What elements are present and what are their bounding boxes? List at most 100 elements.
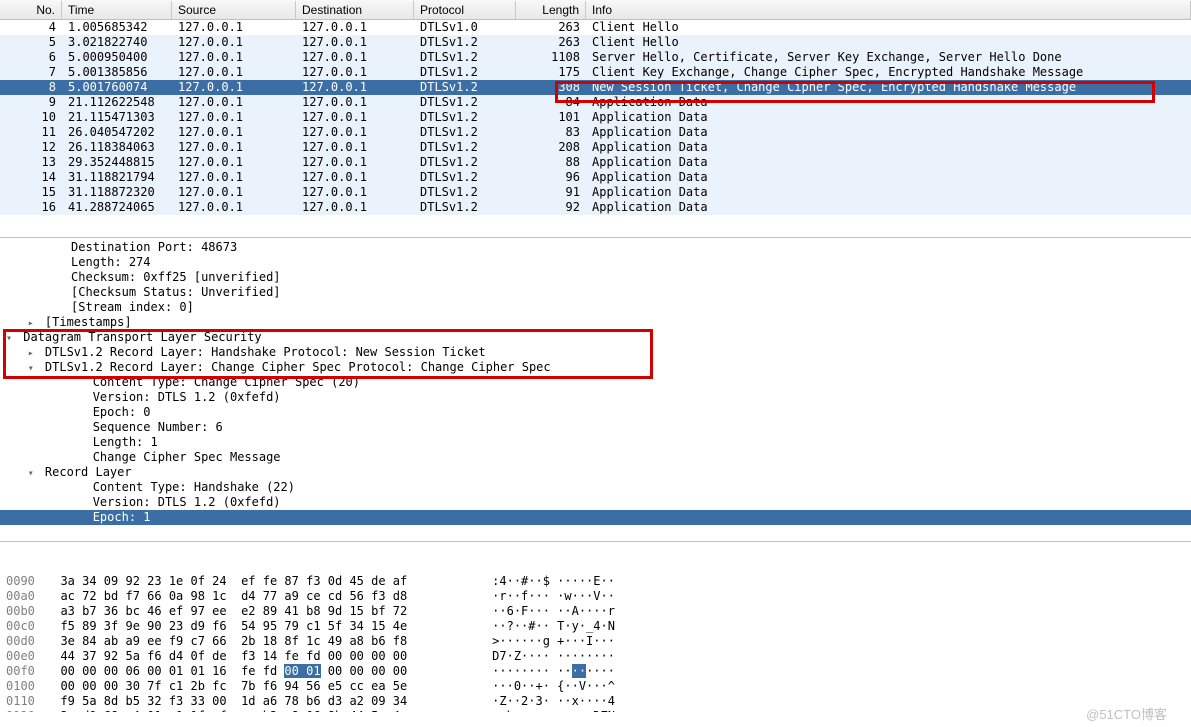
packet-cell: Application Data xyxy=(586,110,1191,125)
expand-closed-icon[interactable] xyxy=(28,315,38,329)
packet-cell: Application Data xyxy=(586,155,1191,170)
hex-line[interactable]: 0100 00 00 00 30 7f c1 2b fc 7b f6 94 56… xyxy=(6,679,1185,694)
detail-tree-line[interactable]: Content Type: Handshake (22) xyxy=(0,480,1191,495)
hex-bytes: ac 72 bd f7 66 0a 98 1c d4 77 a9 ce cd 5… xyxy=(60,589,470,604)
hex-line[interactable]: 00d0 3e 84 ab a9 ee f9 c7 66 2b 18 8f 1c… xyxy=(6,634,1185,649)
packet-cell: 127.0.0.1 xyxy=(172,125,296,140)
col-header-info[interactable]: Info xyxy=(586,1,1191,19)
packet-cell: 41.288724065 xyxy=(62,200,172,215)
detail-tree-line[interactable]: Version: DTLS 1.2 (0xfefd) xyxy=(0,390,1191,405)
packet-row[interactable]: 1126.040547202127.0.0.1127.0.0.1DTLSv1.2… xyxy=(0,125,1191,140)
packet-row[interactable]: 1226.118384063127.0.0.1127.0.0.1DTLSv1.2… xyxy=(0,140,1191,155)
col-header-time[interactable]: Time xyxy=(62,1,172,19)
hex-ascii: >······g +···I··· xyxy=(492,634,615,649)
hex-dump-pane[interactable]: 0090 3a 34 09 92 23 1e 0f 24 ef fe 87 f3… xyxy=(0,542,1191,712)
packet-cell: Client Hello xyxy=(586,20,1191,35)
detail-tree-line[interactable]: DTLSv1.2 Record Layer: Handshake Protoco… xyxy=(0,345,1191,360)
packet-cell: 21.112622548 xyxy=(62,95,172,110)
detail-tree-line[interactable]: Length: 274 xyxy=(0,255,1191,270)
packet-row[interactable]: 75.001385856127.0.0.1127.0.0.1DTLSv1.217… xyxy=(0,65,1191,80)
hex-offset: 00c0 xyxy=(6,619,46,634)
detail-tree-line[interactable]: [Stream index: 0] xyxy=(0,300,1191,315)
expand-open-icon[interactable] xyxy=(6,330,16,344)
hex-line[interactable]: 00c0 f5 89 3f 9e 90 23 d9 f6 54 95 79 c1… xyxy=(6,619,1185,634)
packet-row[interactable]: 41.005685342127.0.0.1127.0.0.1DTLSv1.026… xyxy=(0,20,1191,35)
packet-row[interactable]: 1531.118872320127.0.0.1127.0.0.1DTLSv1.2… xyxy=(0,185,1191,200)
col-header-destination[interactable]: Destination xyxy=(296,1,414,19)
packet-row[interactable]: 921.112622548127.0.0.1127.0.0.1DTLSv1.28… xyxy=(0,95,1191,110)
packet-cell: 10 xyxy=(0,110,62,125)
hex-ascii: ··?··#·· T·y·_4·N xyxy=(492,619,615,634)
detail-tree-line[interactable]: Change Cipher Spec Message xyxy=(0,450,1191,465)
packet-table-header: No. Time Source Destination Protocol Len… xyxy=(0,0,1191,20)
detail-tree-line[interactable]: Sequence Number: 6 xyxy=(0,420,1191,435)
detail-tree-line[interactable]: Checksum: 0xff25 [unverified] xyxy=(0,270,1191,285)
col-header-source[interactable]: Source xyxy=(172,1,296,19)
packet-cell: 31.118821794 xyxy=(62,170,172,185)
hex-line[interactable]: 00a0 ac 72 bd f7 66 0a 98 1c d4 77 a9 ce… xyxy=(6,589,1185,604)
hex-ascii-highlight: ·· xyxy=(572,664,586,678)
hex-bytes: f5 89 3f 9e 90 23 d9 f6 54 95 79 c1 5f 3… xyxy=(60,619,470,634)
packet-cell: 92 xyxy=(516,200,586,215)
detail-tree-line[interactable]: Version: DTLS 1.2 (0xfefd) xyxy=(0,495,1191,510)
hex-line[interactable]: 00b0 a3 b7 36 bc 46 ef 97 ee e2 89 41 b8… xyxy=(6,604,1185,619)
hex-bytes: 44 37 92 5a f6 d4 0f de f3 14 fe fd 00 0… xyxy=(60,649,470,664)
detail-tree-line[interactable]: [Checksum Status: Unverified] xyxy=(0,285,1191,300)
detail-tree-line[interactable]: Content Type: Change Cipher Spec (20) xyxy=(0,375,1191,390)
packet-cell: DTLSv1.2 xyxy=(414,155,516,170)
packet-cell: 127.0.0.1 xyxy=(296,155,414,170)
detail-tree-line[interactable]: Record Layer xyxy=(0,465,1191,480)
packet-row[interactable]: 65.000950400127.0.0.1127.0.0.1DTLSv1.211… xyxy=(0,50,1191,65)
packet-row[interactable]: 1641.288724065127.0.0.1127.0.0.1DTLSv1.2… xyxy=(0,200,1191,215)
packet-cell: 127.0.0.1 xyxy=(296,35,414,50)
packet-cell: 91 xyxy=(516,185,586,200)
packet-cell: 127.0.0.1 xyxy=(296,140,414,155)
packet-cell: 5.001385856 xyxy=(62,65,172,80)
packet-row[interactable]: 85.001760074127.0.0.1127.0.0.1DTLSv1.230… xyxy=(0,80,1191,95)
packet-row[interactable]: 1431.118821794127.0.0.1127.0.0.1DTLSv1.2… xyxy=(0,170,1191,185)
packet-cell: 127.0.0.1 xyxy=(172,185,296,200)
expand-open-icon[interactable] xyxy=(28,360,38,374)
packet-cell: 127.0.0.1 xyxy=(296,170,414,185)
hex-ascii: D7·Z···· ········ xyxy=(492,649,615,664)
hex-line[interactable]: 0090 3a 34 09 92 23 1e 0f 24 ef fe 87 f3… xyxy=(6,574,1185,589)
packet-cell: 6 xyxy=(0,50,62,65)
packet-cell: 7 xyxy=(0,65,62,80)
hex-line[interactable]: 00f0 00 00 00 06 00 01 01 16 fe fd 00 01… xyxy=(6,664,1185,679)
detail-tree-line[interactable]: Epoch: 1 xyxy=(0,510,1191,525)
col-header-length[interactable]: Length xyxy=(516,1,586,19)
packet-cell: DTLSv1.2 xyxy=(414,170,516,185)
packet-cell: DTLSv1.0 xyxy=(414,20,516,35)
detail-tree-line[interactable]: Destination Port: 48673 xyxy=(0,240,1191,255)
packet-row[interactable]: 53.021822740127.0.0.1127.0.0.1DTLSv1.226… xyxy=(0,35,1191,50)
hex-line[interactable]: 0110 f9 5a 8d b5 32 f3 33 00 1d a6 78 b6… xyxy=(6,694,1185,709)
packet-cell: DTLSv1.2 xyxy=(414,110,516,125)
hex-line[interactable]: 00e0 44 37 92 5a f6 d4 0f de f3 14 fe fd… xyxy=(6,649,1185,664)
hex-ascii: ·Z··2·3· ··x····4 xyxy=(492,694,615,709)
hex-line[interactable]: 0120 3e d9 68 e4 01 c1 1f af ce b2 a8 06… xyxy=(6,709,1185,712)
expand-closed-icon[interactable] xyxy=(28,345,38,359)
packet-row[interactable]: 1021.115471303127.0.0.1127.0.0.1DTLSv1.2… xyxy=(0,110,1191,125)
hex-ascii: ·r··f··· ·w···V·· xyxy=(492,589,615,604)
packet-cell: 127.0.0.1 xyxy=(296,20,414,35)
detail-tree-line[interactable]: DTLSv1.2 Record Layer: Change Cipher Spe… xyxy=(0,360,1191,375)
detail-tree-line[interactable]: Length: 1 xyxy=(0,435,1191,450)
packet-cell: 5 xyxy=(0,35,62,50)
detail-tree[interactable]: Destination Port: 48673 Length: 274 Chec… xyxy=(0,238,1191,527)
packet-cell: DTLSv1.2 xyxy=(414,50,516,65)
col-header-no[interactable]: No. xyxy=(0,1,62,19)
detail-tree-line[interactable]: Datagram Transport Layer Security xyxy=(0,330,1191,345)
packet-cell: Client Hello xyxy=(586,35,1191,50)
expand-open-icon[interactable] xyxy=(28,465,38,479)
detail-tree-line[interactable]: [Timestamps] xyxy=(0,315,1191,330)
packet-row[interactable]: 1329.352448815127.0.0.1127.0.0.1DTLSv1.2… xyxy=(0,155,1191,170)
packet-cell: 8 xyxy=(0,80,62,95)
packet-rows-container[interactable]: 41.005685342127.0.0.1127.0.0.1DTLSv1.026… xyxy=(0,20,1191,238)
detail-tree-line[interactable]: Epoch: 0 xyxy=(0,405,1191,420)
packet-cell: DTLSv1.2 xyxy=(414,185,516,200)
packet-cell: 84 xyxy=(516,95,586,110)
hex-offset: 0120 xyxy=(6,709,46,712)
col-header-protocol[interactable]: Protocol xyxy=(414,1,516,19)
hex-offset: 00d0 xyxy=(6,634,46,649)
hex-bytes: 00 00 00 06 00 01 01 16 fe fd 00 01 00 0… xyxy=(60,664,470,679)
